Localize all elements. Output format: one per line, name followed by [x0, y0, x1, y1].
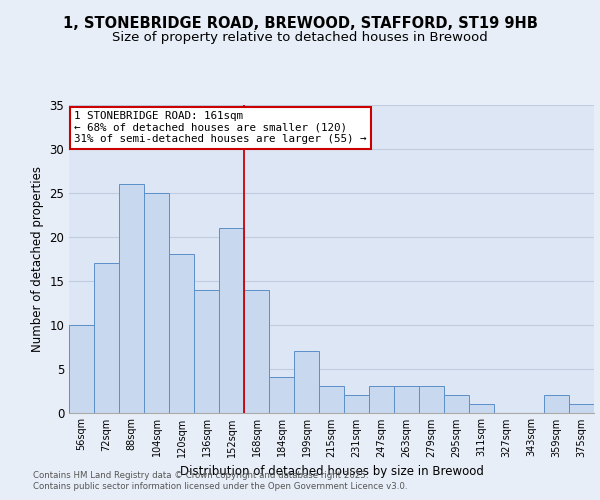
Bar: [419, 386, 444, 412]
Text: Contains HM Land Registry data © Crown copyright and database right 2025.: Contains HM Land Registry data © Crown c…: [33, 471, 368, 480]
Text: 1 STONEBRIDGE ROAD: 161sqm
← 68% of detached houses are smaller (120)
31% of sem: 1 STONEBRIDGE ROAD: 161sqm ← 68% of deta…: [74, 111, 367, 144]
Bar: [144, 193, 169, 412]
Bar: [194, 290, 219, 412]
Bar: [394, 386, 419, 412]
Bar: [469, 404, 494, 412]
Bar: [94, 263, 119, 412]
Bar: [294, 351, 319, 412]
Bar: [219, 228, 244, 412]
Y-axis label: Number of detached properties: Number of detached properties: [31, 166, 44, 352]
Bar: [344, 395, 369, 412]
Text: 1, STONEBRIDGE ROAD, BREWOOD, STAFFORD, ST19 9HB: 1, STONEBRIDGE ROAD, BREWOOD, STAFFORD, …: [62, 16, 538, 31]
Bar: [569, 404, 594, 412]
Bar: [444, 395, 469, 412]
Bar: [319, 386, 344, 412]
Bar: [369, 386, 394, 412]
Text: Size of property relative to detached houses in Brewood: Size of property relative to detached ho…: [112, 31, 488, 44]
Text: Contains public sector information licensed under the Open Government Licence v3: Contains public sector information licen…: [33, 482, 407, 491]
Bar: [119, 184, 144, 412]
Bar: [269, 378, 294, 412]
Bar: [169, 254, 194, 412]
X-axis label: Distribution of detached houses by size in Brewood: Distribution of detached houses by size …: [179, 465, 484, 478]
Bar: [69, 324, 94, 412]
Bar: [244, 290, 269, 412]
Bar: [544, 395, 569, 412]
